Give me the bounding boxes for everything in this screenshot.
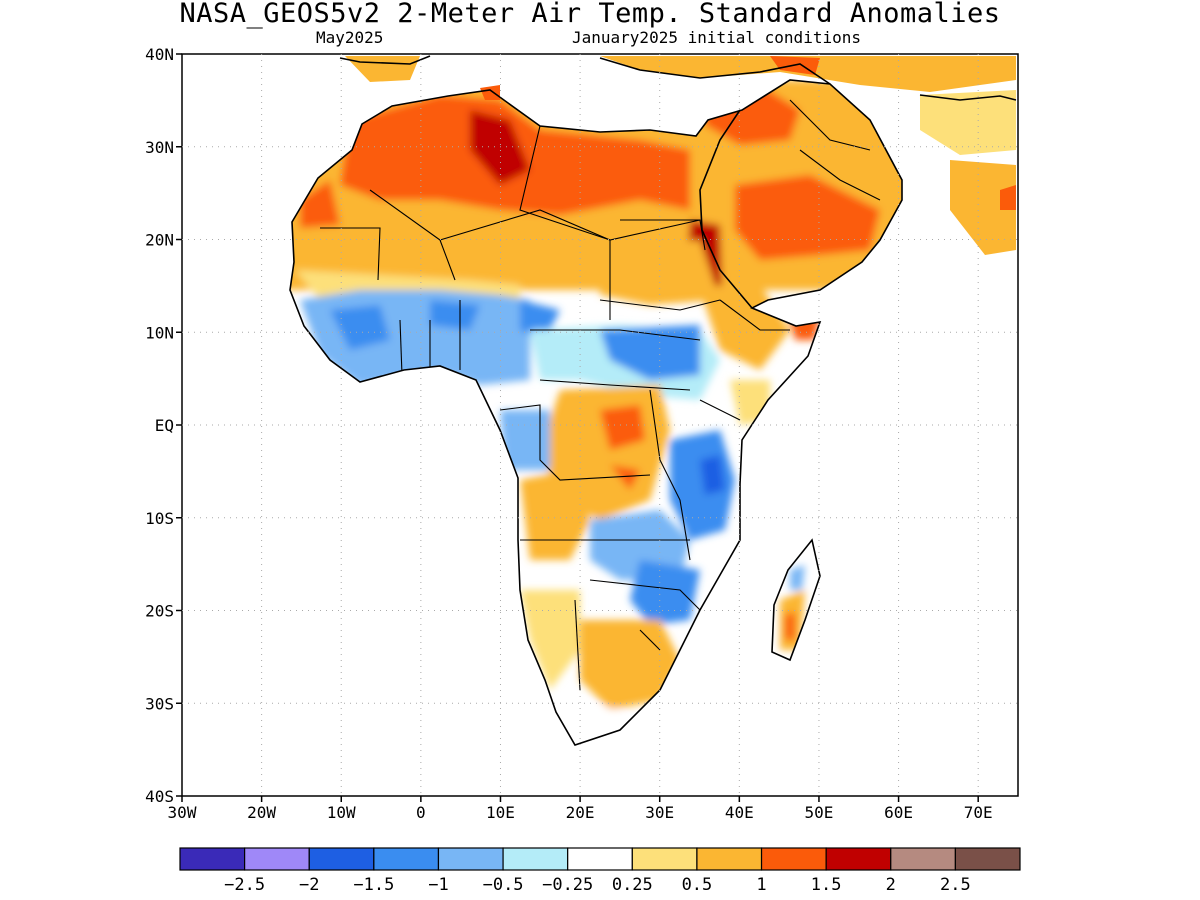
forecast-month: May2025 bbox=[316, 28, 384, 47]
lon-tick-label: 50E bbox=[804, 803, 833, 822]
lon-tick-label: 10E bbox=[486, 803, 515, 822]
colorbar-label: −0.25 bbox=[542, 875, 593, 895]
initial-conditions-label: January2025 initial conditions bbox=[572, 28, 861, 47]
colorbar-swatch bbox=[954, 847, 1021, 871]
lat-tick-label: 20S bbox=[145, 602, 174, 621]
colorbar-label: 2.5 bbox=[940, 875, 971, 895]
country-borders bbox=[320, 99, 881, 691]
lat-tick-label: 40N bbox=[145, 45, 174, 64]
colorbar-swatch bbox=[373, 847, 440, 871]
colorbar-label: 0.5 bbox=[682, 875, 713, 895]
colorbar-label: 2 bbox=[886, 875, 896, 895]
lon-tick-label: 20W bbox=[247, 803, 276, 822]
lat-tick-label: 30S bbox=[145, 694, 174, 713]
colorbar-label: −2.5 bbox=[224, 875, 265, 895]
colorbar-label: −0.5 bbox=[483, 875, 524, 895]
colorbar-swatch bbox=[179, 847, 246, 871]
lon-tick-label: 30W bbox=[168, 803, 197, 822]
lat-tick-label: 10S bbox=[145, 509, 174, 528]
colorbar-label: 1 bbox=[756, 875, 766, 895]
colorbar-label: −2 bbox=[299, 875, 319, 895]
lat-tick-label: 10N bbox=[145, 323, 174, 342]
lon-tick-label: 40E bbox=[725, 803, 754, 822]
colorbar-swatch bbox=[631, 847, 698, 871]
lat-axis: 40N 30N 20N 10N EQ 10S 20S 30S 40S bbox=[145, 45, 182, 806]
lat-tick-label: EQ bbox=[155, 416, 174, 435]
lon-tick-label: 10W bbox=[327, 803, 356, 822]
lon-tick-label: 20E bbox=[566, 803, 595, 822]
colorbar-swatch bbox=[437, 847, 504, 871]
colorbar-swatch bbox=[308, 847, 375, 871]
colorbar-label: −1 bbox=[428, 875, 448, 895]
colorbar-label: 0.25 bbox=[612, 875, 653, 895]
lat-tick-label: 20N bbox=[145, 231, 174, 250]
colorbar-swatch bbox=[696, 847, 763, 871]
colorbar-label: −1.5 bbox=[353, 875, 394, 895]
colorbar-swatch bbox=[825, 847, 892, 871]
colorbar-swatch bbox=[502, 847, 569, 871]
lon-tick-label: 0 bbox=[416, 803, 426, 822]
lon-tick-label: 30E bbox=[645, 803, 674, 822]
lat-tick-label: 40S bbox=[145, 787, 174, 806]
map-title: NASA_GEOS5v2 2-Meter Air Temp. Standard … bbox=[179, 0, 1001, 29]
colorbar-label: 1.5 bbox=[811, 875, 842, 895]
gridlines bbox=[182, 54, 1018, 796]
lat-tick-label: 30N bbox=[145, 138, 174, 157]
lon-tick-label: 70E bbox=[964, 803, 993, 822]
colorbar-swatch bbox=[760, 847, 827, 871]
anomaly-field bbox=[290, 56, 1016, 745]
colorbar: −2.5 −2 −1.5 −1 −0.5 −0.25 0.25 0.5 1 1.5 2 2.5 bbox=[179, 847, 1021, 895]
colorbar-swatch bbox=[567, 847, 633, 871]
colorbar-swatch bbox=[244, 847, 310, 871]
lon-axis: 30W 20W 10W 0 10E 20E 30E 40E 50E 60E 70E bbox=[168, 796, 993, 822]
lon-tick-label: 60E bbox=[884, 803, 913, 822]
coastlines bbox=[289, 55, 1017, 746]
colorbar-swatch bbox=[890, 847, 956, 871]
